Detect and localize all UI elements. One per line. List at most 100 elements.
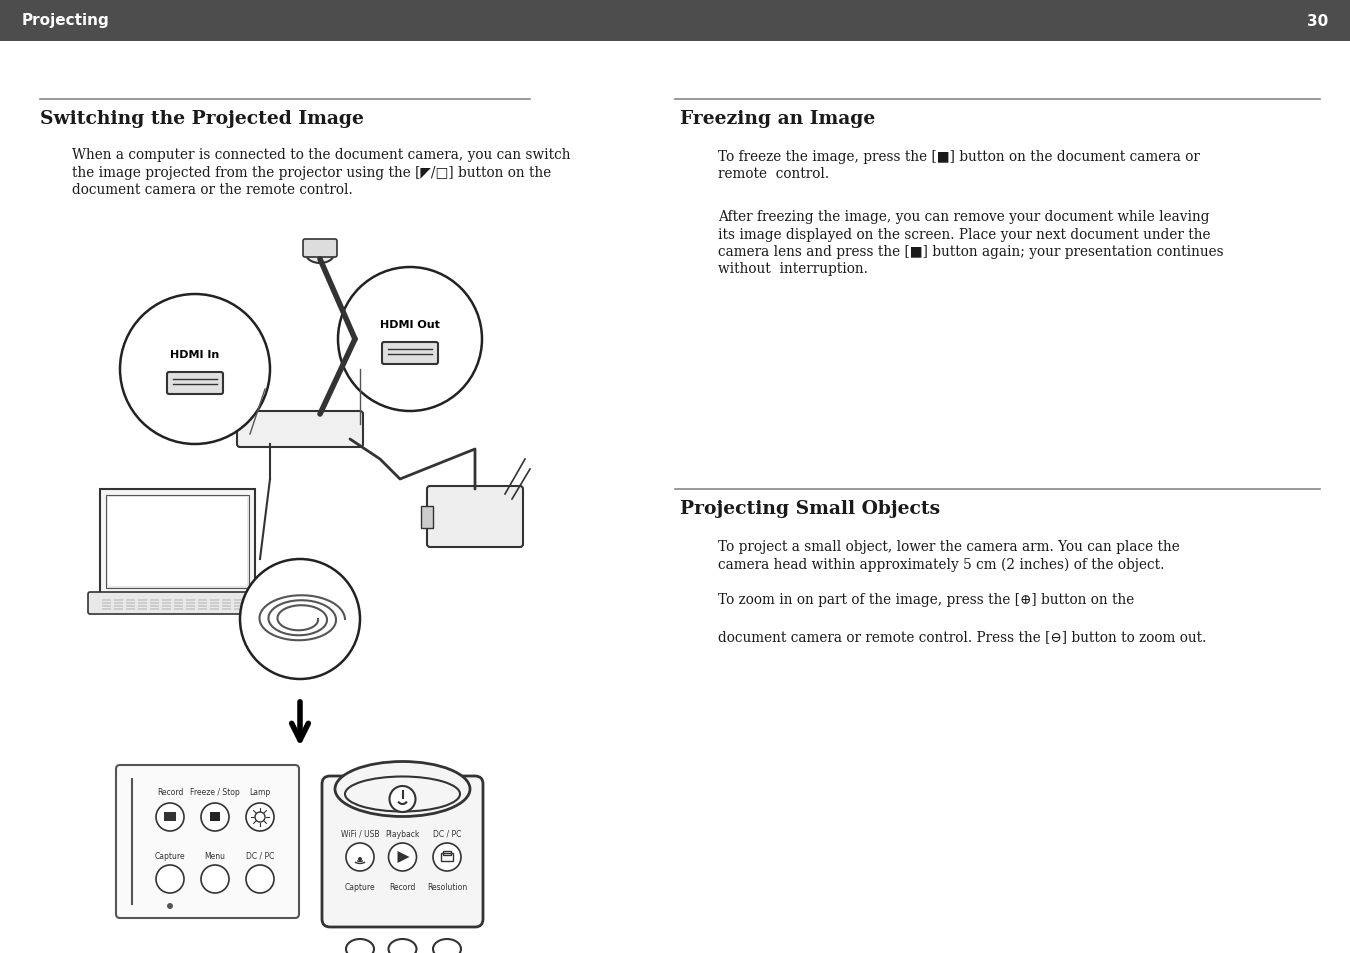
Bar: [234, 605, 243, 607]
Bar: [221, 599, 231, 601]
Bar: [138, 608, 147, 610]
Text: Freezing an Image: Freezing an Image: [680, 110, 875, 128]
Bar: [113, 599, 123, 601]
FancyBboxPatch shape: [302, 240, 338, 257]
Circle shape: [338, 268, 482, 412]
Bar: [198, 605, 207, 607]
Text: Resolution: Resolution: [427, 882, 467, 891]
Ellipse shape: [306, 246, 333, 264]
Bar: [174, 599, 184, 601]
Bar: [234, 599, 243, 601]
Bar: [150, 608, 159, 610]
Text: After freezing the image, you can remove your document while leaving: After freezing the image, you can remove…: [718, 210, 1210, 224]
Bar: [441, 853, 454, 862]
FancyBboxPatch shape: [167, 373, 223, 395]
Bar: [211, 812, 220, 821]
Text: document camera or the remote control.: document camera or the remote control.: [72, 183, 352, 196]
Text: camera lens and press the [■] button again; your presentation continues: camera lens and press the [■] button aga…: [718, 245, 1223, 258]
Ellipse shape: [335, 761, 470, 817]
Bar: [221, 608, 231, 610]
Circle shape: [433, 843, 460, 871]
Text: HDMI Out: HDMI Out: [381, 319, 440, 330]
Circle shape: [246, 803, 274, 831]
Text: DC / PC: DC / PC: [246, 851, 274, 861]
Bar: [126, 605, 135, 607]
Circle shape: [167, 903, 173, 909]
Bar: [113, 608, 123, 610]
Circle shape: [358, 857, 362, 862]
Circle shape: [389, 843, 417, 871]
Bar: [198, 599, 207, 601]
FancyBboxPatch shape: [427, 486, 522, 547]
Text: Record: Record: [157, 787, 184, 796]
Bar: [174, 608, 184, 610]
Bar: [162, 599, 171, 601]
Circle shape: [390, 786, 416, 812]
Text: Projecting Small Objects: Projecting Small Objects: [680, 499, 940, 517]
Bar: [103, 608, 111, 610]
Text: its image displayed on the screen. Place your next document under the: its image displayed on the screen. Place…: [718, 227, 1211, 241]
Bar: [103, 599, 111, 601]
Text: without  interruption.: without interruption.: [718, 262, 868, 276]
Bar: [198, 602, 207, 604]
Bar: [221, 602, 231, 604]
Ellipse shape: [346, 777, 460, 812]
Text: To zoom in on part of the image, press the [⊕] button on the: To zoom in on part of the image, press t…: [718, 593, 1134, 606]
Text: the image projected from the projector using the [◤/□] button on the: the image projected from the projector u…: [72, 165, 551, 179]
FancyBboxPatch shape: [116, 765, 298, 918]
FancyBboxPatch shape: [238, 412, 363, 448]
Bar: [113, 605, 123, 607]
Bar: [138, 605, 147, 607]
Bar: [162, 608, 171, 610]
Bar: [150, 602, 159, 604]
Bar: [443, 851, 451, 855]
Text: Capture: Capture: [344, 882, 375, 891]
Text: Record: Record: [389, 882, 416, 891]
Circle shape: [120, 294, 270, 444]
Bar: [150, 599, 159, 601]
Bar: [126, 608, 135, 610]
Bar: [234, 602, 243, 604]
Bar: [174, 602, 184, 604]
Bar: [113, 602, 123, 604]
FancyBboxPatch shape: [100, 490, 255, 595]
Bar: [162, 602, 171, 604]
Text: Menu: Menu: [204, 851, 225, 861]
Circle shape: [201, 803, 230, 831]
Bar: [0, 0, 1350, 42]
Text: document camera or remote control. Press the [⊖] button to zoom out.: document camera or remote control. Press…: [718, 629, 1207, 643]
Text: To freeze the image, press the [■] button on the document camera or: To freeze the image, press the [■] butto…: [718, 150, 1200, 164]
Bar: [103, 605, 111, 607]
Bar: [174, 605, 184, 607]
Text: Lamp: Lamp: [250, 787, 270, 796]
Bar: [186, 605, 194, 607]
Circle shape: [346, 843, 374, 871]
Bar: [138, 602, 147, 604]
Bar: [108, 497, 247, 586]
FancyBboxPatch shape: [88, 593, 267, 615]
Bar: [211, 602, 219, 604]
Bar: [126, 599, 135, 601]
Bar: [221, 605, 231, 607]
Text: DC / PC: DC / PC: [433, 829, 462, 838]
FancyBboxPatch shape: [382, 343, 437, 365]
Text: Capture: Capture: [155, 851, 185, 861]
Bar: [198, 608, 207, 610]
Bar: [186, 608, 194, 610]
Bar: [186, 602, 194, 604]
Text: HDMI In: HDMI In: [170, 350, 220, 359]
Polygon shape: [397, 851, 409, 863]
Bar: [234, 608, 243, 610]
Text: When a computer is connected to the document camera, you can switch: When a computer is connected to the docu…: [72, 148, 571, 162]
Text: remote  control.: remote control.: [718, 168, 829, 181]
FancyBboxPatch shape: [323, 776, 483, 927]
Text: camera head within approximately 5 cm (2 inches) of the object.: camera head within approximately 5 cm (2…: [718, 557, 1164, 571]
Text: Freeze / Stop: Freeze / Stop: [190, 787, 240, 796]
Bar: [211, 608, 219, 610]
Text: 30: 30: [1307, 13, 1328, 29]
Bar: [107, 496, 248, 588]
Bar: [126, 602, 135, 604]
Text: To project a small object, lower the camera arm. You can place the: To project a small object, lower the cam…: [718, 539, 1180, 554]
Bar: [103, 602, 111, 604]
Bar: [211, 599, 219, 601]
